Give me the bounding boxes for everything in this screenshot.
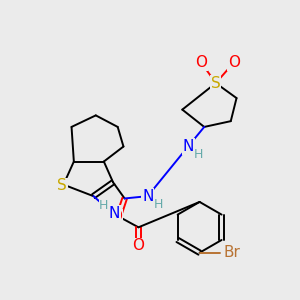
Text: H: H — [99, 199, 109, 212]
Text: O: O — [195, 55, 207, 70]
Text: S: S — [211, 76, 220, 91]
Text: N: N — [109, 206, 120, 221]
Text: N: N — [142, 189, 153, 204]
Text: N: N — [182, 139, 194, 154]
Text: Br: Br — [224, 245, 240, 260]
Text: O: O — [133, 238, 145, 253]
Text: O: O — [228, 55, 240, 70]
Text: H: H — [194, 148, 203, 161]
Text: O: O — [110, 209, 122, 224]
Text: H: H — [153, 198, 163, 211]
Text: S: S — [57, 178, 67, 193]
